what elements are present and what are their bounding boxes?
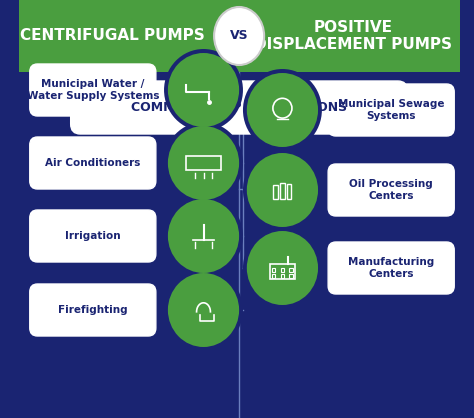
Circle shape bbox=[168, 53, 239, 127]
Text: Air Conditioners: Air Conditioners bbox=[45, 158, 140, 168]
FancyBboxPatch shape bbox=[328, 242, 454, 294]
Text: Irrigation: Irrigation bbox=[65, 231, 120, 241]
Circle shape bbox=[168, 273, 239, 347]
Text: Manufacturing
Centers: Manufacturing Centers bbox=[348, 257, 434, 279]
Circle shape bbox=[243, 69, 322, 151]
Ellipse shape bbox=[214, 7, 264, 65]
Circle shape bbox=[247, 73, 318, 147]
FancyBboxPatch shape bbox=[71, 81, 408, 134]
FancyBboxPatch shape bbox=[328, 164, 454, 216]
Circle shape bbox=[243, 227, 322, 309]
Text: Municipal Water /
Water Supply Systems: Municipal Water / Water Supply Systems bbox=[27, 79, 159, 101]
Circle shape bbox=[247, 231, 318, 305]
Text: Oil Processing
Centers: Oil Processing Centers bbox=[349, 179, 433, 201]
Circle shape bbox=[168, 126, 239, 200]
FancyBboxPatch shape bbox=[30, 64, 156, 116]
Text: CENTRIFUGAL PUMPS: CENTRIFUGAL PUMPS bbox=[20, 28, 204, 43]
Text: Municipal Sewage
Systems: Municipal Sewage Systems bbox=[338, 99, 445, 121]
Text: POSITIVE
DISPLACEMENT PUMPS: POSITIVE DISPLACEMENT PUMPS bbox=[254, 20, 452, 52]
Circle shape bbox=[164, 269, 243, 351]
Text: VS: VS bbox=[230, 30, 248, 43]
FancyBboxPatch shape bbox=[30, 137, 156, 189]
Circle shape bbox=[164, 195, 243, 277]
Circle shape bbox=[164, 49, 243, 131]
FancyBboxPatch shape bbox=[18, 0, 459, 72]
Text: Firefighting: Firefighting bbox=[58, 305, 128, 315]
Text: COMMON PUMP APPLICATIONS: COMMON PUMP APPLICATIONS bbox=[131, 101, 347, 114]
FancyBboxPatch shape bbox=[30, 284, 156, 336]
FancyBboxPatch shape bbox=[328, 84, 454, 136]
Circle shape bbox=[247, 153, 318, 227]
FancyBboxPatch shape bbox=[30, 210, 156, 262]
Circle shape bbox=[168, 199, 239, 273]
Circle shape bbox=[164, 122, 243, 204]
Circle shape bbox=[243, 149, 322, 231]
